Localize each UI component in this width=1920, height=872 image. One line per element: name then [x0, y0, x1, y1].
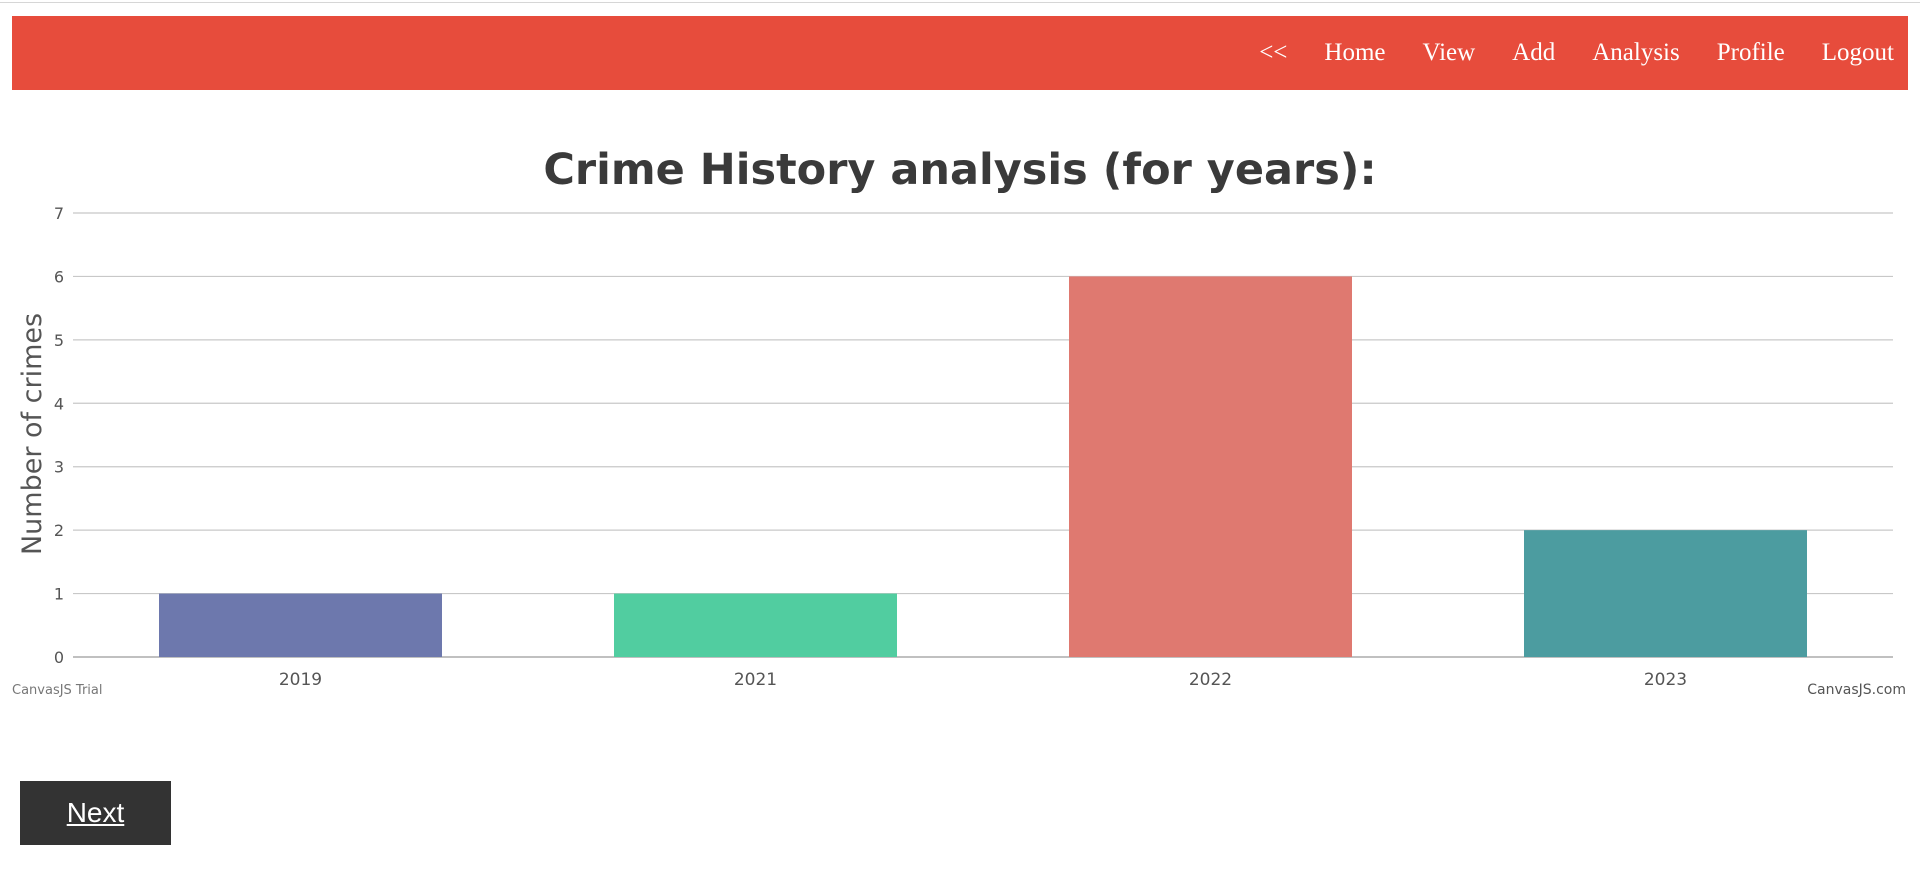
bar-2019 [159, 593, 442, 657]
y-tick-label: 4 [54, 394, 64, 413]
nav-home-link[interactable]: Home [1324, 39, 1386, 66]
bar-2021 [614, 593, 897, 657]
x-tick-label: 2022 [1189, 670, 1232, 690]
navbar: << Home View Add Analysis Profile Logout [12, 16, 1908, 90]
nav-add-link[interactable]: Add [1512, 39, 1556, 66]
bar-2022 [1069, 276, 1352, 657]
nav-view-link[interactable]: View [1422, 39, 1476, 66]
y-tick-label: 3 [54, 458, 64, 477]
y-tick-label: 5 [54, 331, 64, 350]
crime-history-chart: Crime History analysis (for years): Numb… [0, 130, 1920, 710]
y-tick-labels: 0 1 2 3 4 5 6 7 [54, 204, 64, 667]
watermark-right: CanvasJS.com [1807, 682, 1906, 698]
nav-back-link[interactable]: << [1259, 39, 1288, 66]
x-tick-label: 2021 [734, 670, 777, 690]
y-tick-label: 0 [54, 648, 64, 667]
y-tick-label: 7 [54, 204, 64, 223]
chart-svg: Crime History analysis (for years): Numb… [12, 145, 1906, 698]
y-axis-label: Number of crimes [17, 313, 48, 555]
bars [159, 276, 1807, 657]
next-button-label: Next [66, 797, 125, 828]
chart-title: Crime History analysis (for years): [543, 145, 1376, 195]
top-rule [0, 2, 1920, 3]
x-tick-label: 2019 [279, 670, 322, 690]
watermark-left: CanvasJS Trial [12, 683, 103, 698]
x-tick-label: 2023 [1644, 670, 1687, 690]
bar-2023 [1524, 530, 1807, 657]
next-button[interactable]: Next [20, 781, 171, 845]
nav-profile-link[interactable]: Profile [1716, 39, 1785, 66]
y-tick-label: 2 [54, 521, 64, 540]
y-tick-label: 1 [54, 585, 64, 604]
nav-analysis-link[interactable]: Analysis [1592, 39, 1680, 66]
nav-logout-link[interactable]: Logout [1821, 39, 1894, 66]
x-tick-labels: 2019 2021 2022 2023 [279, 670, 1687, 690]
y-tick-label: 6 [54, 267, 64, 286]
